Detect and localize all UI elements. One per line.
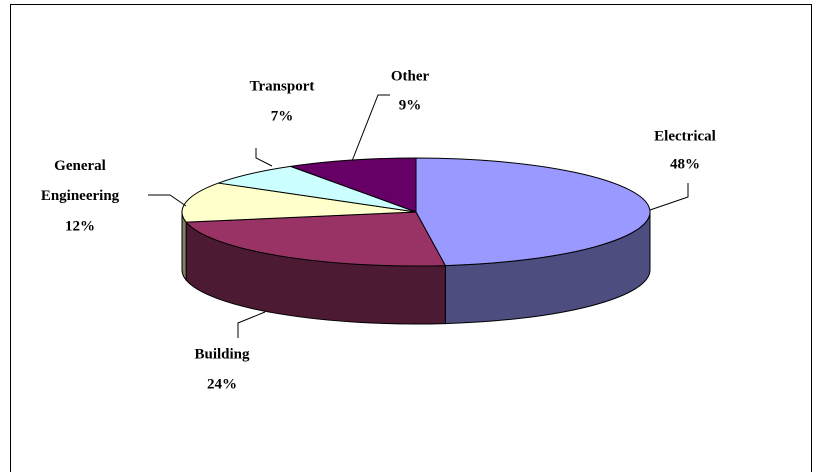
leader-line bbox=[237, 311, 266, 338]
pie-slice bbox=[415, 157, 651, 267]
slice-label: Electrical bbox=[654, 128, 716, 144]
pie-slice bbox=[218, 165, 417, 213]
pie-slice bbox=[290, 157, 417, 213]
slice-value-label: 12% bbox=[65, 218, 95, 234]
slice-label: Transport bbox=[250, 78, 315, 94]
slice-side bbox=[181, 211, 187, 282]
leader-line bbox=[255, 148, 273, 167]
leader-line bbox=[649, 183, 689, 211]
slice-label: Other bbox=[391, 68, 430, 84]
slice-value-label: 9% bbox=[399, 97, 422, 113]
slice-label: Building bbox=[194, 346, 250, 362]
slice-value-label: 48% bbox=[670, 156, 700, 172]
slice-label: General Engineering bbox=[41, 158, 120, 204]
pie-slice bbox=[185, 211, 447, 267]
slice-value-label: 24% bbox=[207, 376, 237, 392]
slice-value-label: 7% bbox=[271, 108, 294, 124]
leader-line bbox=[148, 194, 187, 207]
leader-line bbox=[351, 94, 390, 162]
pie-slice bbox=[181, 182, 417, 223]
